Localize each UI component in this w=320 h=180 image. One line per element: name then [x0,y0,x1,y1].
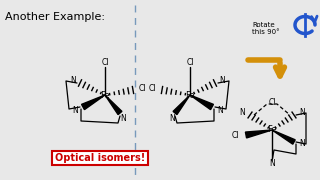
Polygon shape [272,130,295,144]
Text: Cl: Cl [148,84,156,93]
Text: Cl: Cl [139,84,147,93]
Polygon shape [173,95,190,115]
Text: Optical isomers!: Optical isomers! [55,153,145,163]
Polygon shape [82,95,105,110]
Polygon shape [105,95,122,115]
Text: N: N [239,107,245,116]
Text: Fe: Fe [185,91,195,100]
Polygon shape [190,95,213,110]
Text: Cl: Cl [268,98,276,107]
Text: N: N [72,105,78,114]
Text: Cl: Cl [101,57,109,66]
Text: N: N [269,159,275,168]
Text: Cl: Cl [186,57,194,66]
Text: N: N [219,75,225,84]
Text: Another Example:: Another Example: [5,12,105,22]
Text: Fe: Fe [100,91,110,100]
Text: N: N [70,75,76,84]
Text: N: N [299,107,305,116]
Text: N: N [120,114,126,123]
Text: N: N [169,114,175,123]
Text: Rotate
this 90°: Rotate this 90° [252,22,280,35]
Text: N: N [217,105,223,114]
Text: Fe: Fe [267,125,277,134]
Text: N: N [299,140,305,148]
Text: Cl: Cl [231,130,239,140]
Polygon shape [245,130,272,138]
